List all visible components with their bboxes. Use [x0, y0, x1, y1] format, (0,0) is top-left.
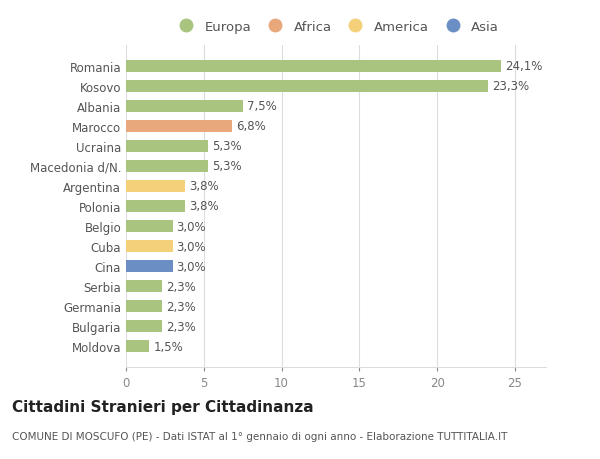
Bar: [126, 180, 185, 192]
Bar: [126, 261, 173, 273]
Bar: [126, 61, 501, 73]
Legend: Europa, Africa, America, Asia: Europa, Africa, America, Asia: [170, 18, 502, 36]
Text: 3,8%: 3,8%: [189, 180, 218, 193]
Bar: [126, 241, 173, 252]
Text: 7,5%: 7,5%: [247, 100, 277, 113]
Bar: [126, 221, 173, 233]
Text: 2,3%: 2,3%: [166, 280, 196, 293]
Bar: [126, 161, 208, 173]
Text: COMUNE DI MOSCUFO (PE) - Dati ISTAT al 1° gennaio di ogni anno - Elaborazione TU: COMUNE DI MOSCUFO (PE) - Dati ISTAT al 1…: [12, 431, 508, 442]
Text: Cittadini Stranieri per Cittadinanza: Cittadini Stranieri per Cittadinanza: [12, 399, 314, 414]
Text: 1,5%: 1,5%: [153, 340, 183, 353]
Bar: [126, 280, 162, 292]
Bar: [126, 140, 208, 152]
Text: 6,8%: 6,8%: [236, 120, 265, 133]
Text: 3,0%: 3,0%: [176, 260, 206, 273]
Text: 5,3%: 5,3%: [212, 140, 242, 153]
Bar: [126, 101, 242, 112]
Bar: [126, 301, 162, 313]
Text: 3,0%: 3,0%: [176, 220, 206, 233]
Bar: [126, 80, 488, 93]
Bar: [126, 320, 162, 333]
Text: 5,3%: 5,3%: [212, 160, 242, 173]
Text: 3,8%: 3,8%: [189, 200, 218, 213]
Bar: [126, 201, 185, 213]
Text: 23,3%: 23,3%: [493, 80, 529, 93]
Text: 3,0%: 3,0%: [176, 240, 206, 253]
Text: 2,3%: 2,3%: [166, 300, 196, 313]
Bar: [126, 121, 232, 133]
Text: 2,3%: 2,3%: [166, 320, 196, 333]
Bar: [126, 341, 149, 353]
Text: 24,1%: 24,1%: [505, 60, 542, 73]
